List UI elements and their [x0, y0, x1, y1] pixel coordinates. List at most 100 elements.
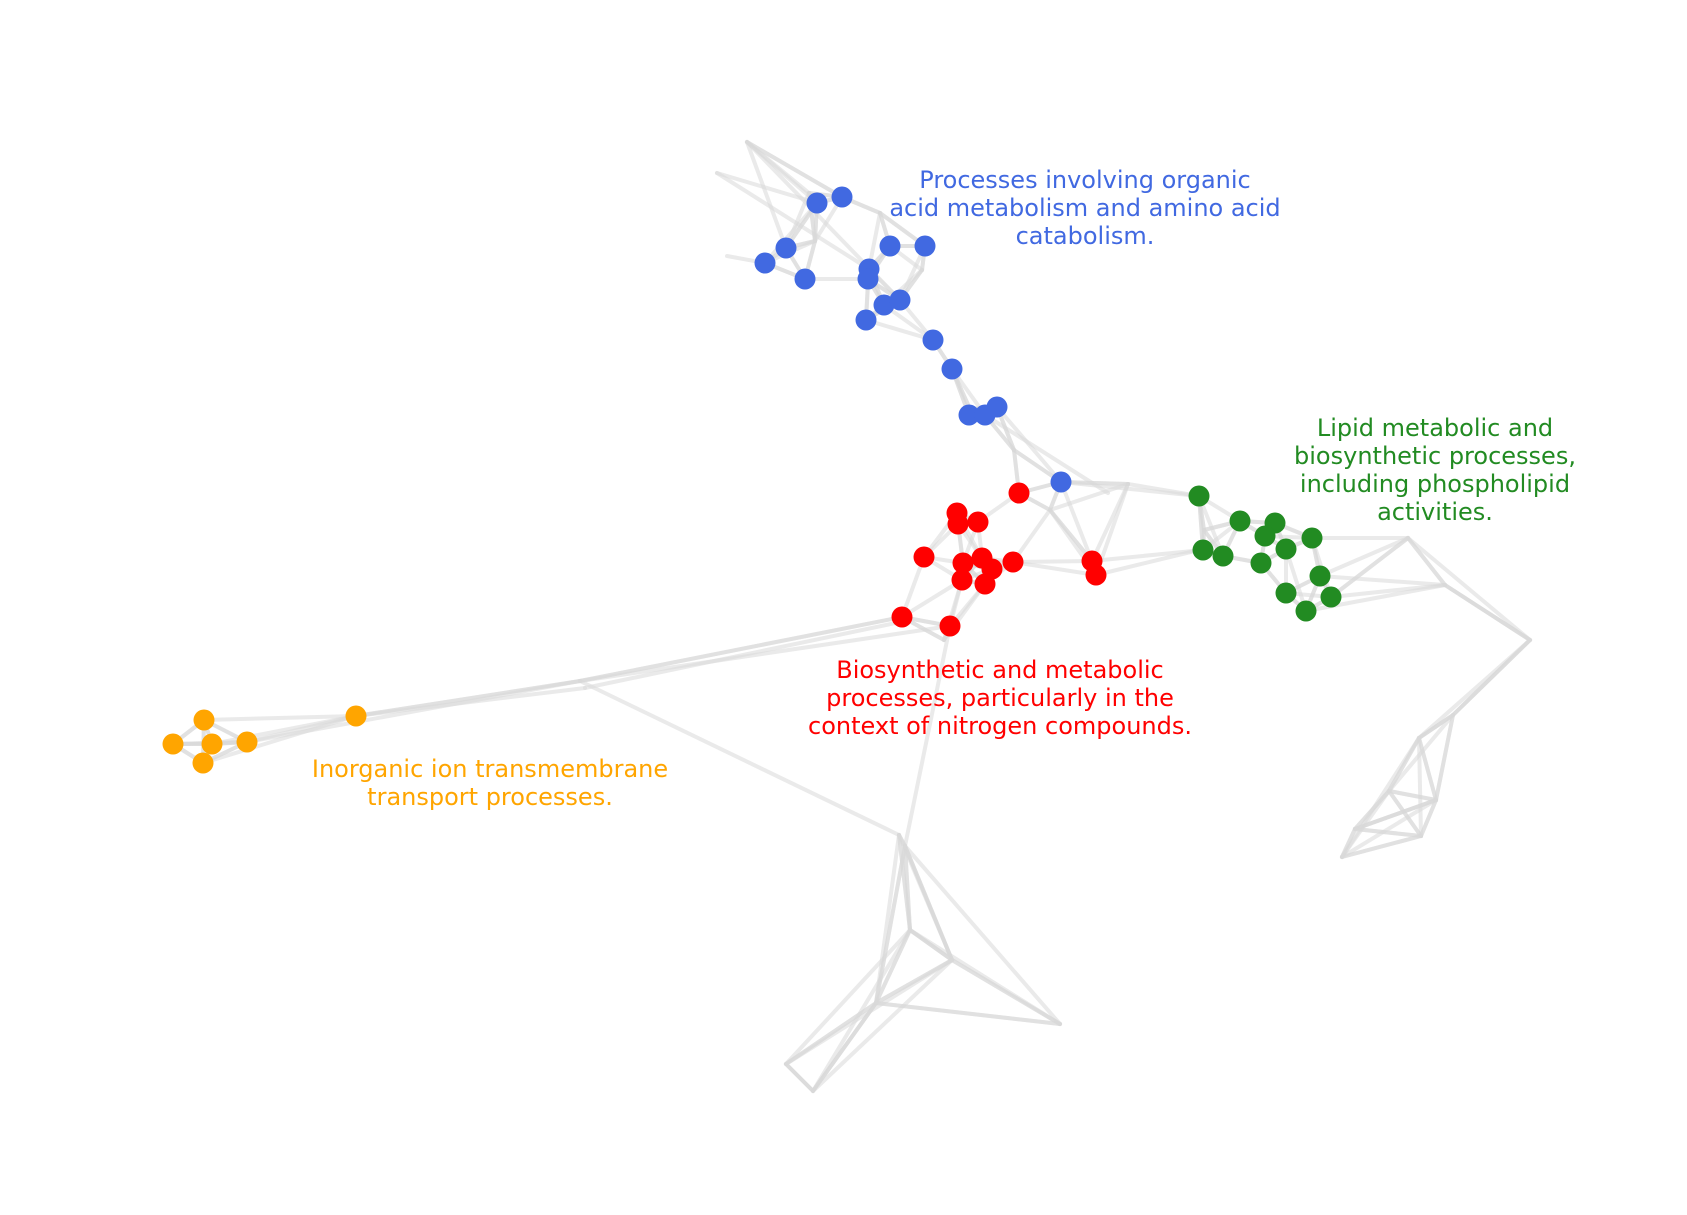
red-cluster-node — [952, 552, 974, 574]
green-cluster-node — [1275, 538, 1297, 560]
network-edge — [908, 928, 954, 962]
network-edge — [903, 624, 952, 848]
blue-cluster-node — [889, 289, 911, 311]
label-line: activities. — [1377, 498, 1493, 526]
network-edge — [745, 140, 788, 250]
network-edge — [1059, 480, 1201, 498]
green-cluster-node — [1212, 545, 1234, 567]
network-edge — [578, 679, 901, 837]
blue-cluster-node — [873, 294, 895, 316]
network-edge — [1318, 536, 1410, 578]
orange-cluster-node — [345, 705, 367, 727]
red-cluster-node — [974, 573, 996, 595]
network-edge — [983, 413, 1110, 495]
network-edge — [1340, 736, 1421, 859]
network-edge — [1090, 548, 1205, 563]
network-edge — [784, 1062, 815, 1093]
network-edge — [583, 618, 912, 690]
network-edge — [1318, 574, 1447, 587]
network-edge — [1443, 583, 1532, 642]
orange-cluster-node — [201, 733, 223, 755]
network-edge — [1329, 536, 1410, 599]
label-line: processes, particularly in the — [826, 684, 1174, 712]
label-red-cluster: Biosynthetic and metabolic processes, pa… — [780, 656, 1220, 740]
network-edges — [171, 140, 1532, 1093]
network-edge — [1419, 798, 1438, 838]
network-edge — [1406, 536, 1532, 642]
green-cluster-node — [1254, 525, 1276, 547]
orange-cluster-node — [236, 731, 258, 753]
blue-cluster-node — [986, 396, 1008, 418]
network-edge — [900, 578, 964, 619]
network-edge — [1451, 638, 1532, 717]
network-edge — [1284, 547, 1308, 613]
network-edge — [1387, 789, 1438, 802]
label-green-cluster: Lipid metabolic and biosynthetic process… — [1255, 414, 1615, 526]
red-cluster-node — [1008, 482, 1030, 504]
red-cluster-node — [891, 606, 913, 628]
label-line: transport processes. — [367, 783, 613, 811]
label-orange-cluster: Inorganic ion transmembrane transport pr… — [285, 755, 695, 811]
network-edge — [903, 844, 1062, 1026]
red-cluster-node — [939, 615, 961, 637]
blue-cluster-node — [958, 404, 980, 426]
blue-cluster-node — [857, 268, 879, 290]
network-edge — [578, 624, 952, 683]
network-edge — [1417, 736, 1423, 838]
blue-cluster-node — [775, 237, 797, 259]
orange-cluster-node — [162, 733, 184, 755]
network-edge — [1011, 559, 1094, 564]
network-edge — [1387, 789, 1423, 838]
blue-cluster-node — [879, 235, 901, 257]
network-edge — [900, 555, 926, 619]
network-edge — [1090, 482, 1130, 563]
network-edge — [1340, 834, 1423, 859]
network-edge — [1353, 827, 1423, 838]
network-edge — [1434, 713, 1455, 802]
blue-cluster-node — [922, 329, 944, 351]
label-line: Inorganic ion transmembrane — [311, 755, 669, 783]
network-edge — [1197, 494, 1225, 558]
orange-cluster-node — [193, 709, 215, 731]
blue-cluster-node — [806, 192, 828, 214]
network-edge — [874, 844, 907, 1005]
blue-cluster-node — [794, 268, 816, 290]
red-cluster-node — [1085, 564, 1107, 586]
green-cluster-node — [1192, 539, 1214, 561]
network-edge — [1417, 713, 1455, 740]
network-edge — [811, 1001, 878, 1093]
label-blue-cluster: Processes involving organic acid metabol… — [850, 166, 1320, 250]
green-cluster-node — [1229, 510, 1251, 532]
label-line: acid metabolism and amino acid — [889, 194, 1281, 222]
label-line: Biosynthetic and metabolic — [836, 656, 1164, 684]
blue-cluster-node — [831, 186, 853, 208]
network-edge — [1059, 480, 1094, 563]
green-cluster-node — [1301, 527, 1323, 549]
network-nodes — [162, 186, 1342, 774]
green-cluster-node — [1188, 485, 1210, 507]
green-cluster-node — [1320, 586, 1342, 608]
label-line: context of nitrogen compounds. — [808, 712, 1192, 740]
network-edge — [1048, 508, 1094, 563]
network-edge — [897, 833, 912, 932]
network-edge — [1011, 508, 1052, 564]
blue-cluster-node — [914, 235, 936, 257]
green-cluster-node — [1275, 582, 1297, 604]
blue-cluster-node — [1050, 471, 1072, 493]
label-line: Processes involving organic — [919, 166, 1251, 194]
green-cluster-node — [1295, 600, 1317, 622]
network-edge — [202, 714, 358, 722]
network-edge — [201, 714, 358, 765]
label-line: biosynthetic processes, — [1294, 442, 1576, 470]
network-edge — [354, 686, 587, 718]
network-edge — [1094, 548, 1201, 577]
network-edge — [784, 928, 912, 1066]
network-edge — [903, 844, 954, 962]
green-cluster-node — [1250, 552, 1272, 574]
orange-cluster-node — [192, 752, 214, 774]
network-edge — [210, 714, 358, 746]
network-edge — [1353, 798, 1438, 831]
network-edge — [578, 615, 904, 683]
red-cluster-node — [1002, 551, 1024, 573]
